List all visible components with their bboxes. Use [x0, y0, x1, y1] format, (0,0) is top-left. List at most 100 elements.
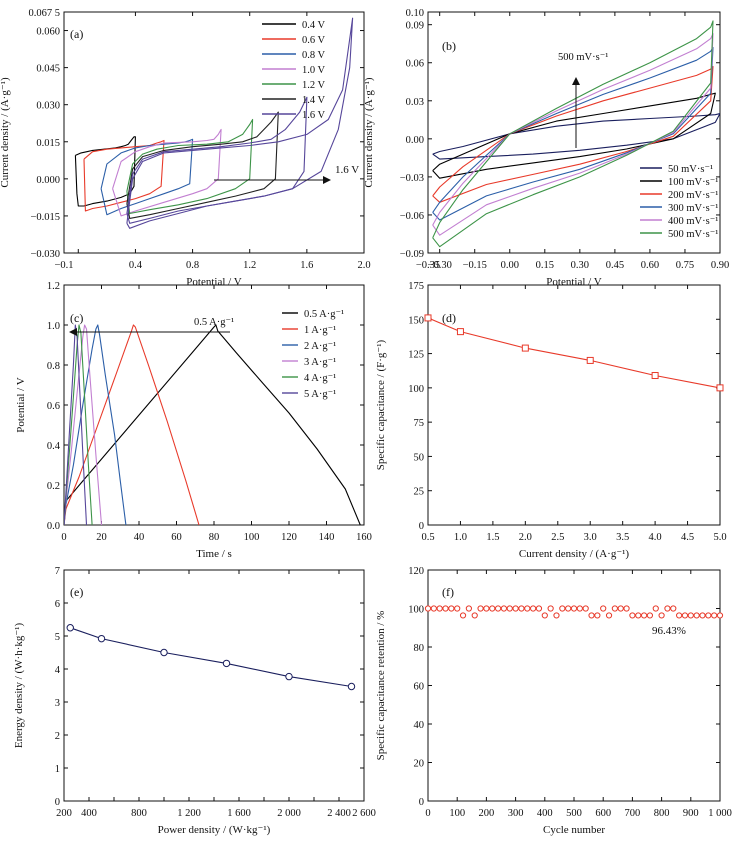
panel-1: −0.35−0.30 −0.15 0.00 0.15 0.30 0.45 0.60 0.75 0… — [363, 8, 729, 288]
x-tick-label: 5.0 — [713, 532, 726, 543]
y-tick-label: 1.0 — [47, 321, 60, 332]
data-point — [588, 612, 595, 619]
data-point — [716, 384, 724, 392]
x-tick-label: 1 200 — [177, 808, 201, 819]
x-tick-label: 200 — [479, 808, 495, 819]
y-tick-label: 0.4 — [47, 441, 61, 452]
data-point — [646, 612, 654, 619]
x-tick-label: 1.6 — [300, 260, 313, 271]
series-group — [70, 627, 352, 688]
plot-frame — [63, 569, 365, 802]
plot-frame — [427, 284, 721, 526]
y-tick-label: 125 — [408, 350, 424, 361]
x-tick-label: −0.1 — [54, 260, 73, 271]
x-tick-label: 400 — [81, 808, 97, 819]
y-tick-label: 60 — [414, 682, 425, 693]
x-tick-label: −0.15 — [463, 260, 487, 271]
y-tick-label: 6 — [55, 599, 60, 610]
x-tick-label: 0.4 — [129, 260, 143, 271]
x-tick-label: 60 — [171, 532, 182, 543]
x-tick-label: 3.0 — [584, 532, 597, 543]
series-line-4 — [126, 118, 254, 215]
x-tick-label: 0 — [61, 532, 66, 543]
x-tick-label: 20 — [96, 532, 107, 543]
plot-frame — [427, 569, 721, 802]
data-point — [565, 605, 572, 612]
data-point — [658, 612, 665, 619]
x-axis-label: Current density / (A·g⁻¹) — [519, 548, 630, 560]
x-tick-label: 0.75 — [676, 260, 694, 271]
x-tick-label: 1 000 — [708, 808, 732, 819]
y-tick-label: 4 — [55, 665, 61, 676]
data-point — [652, 605, 659, 612]
data-point — [559, 605, 566, 612]
x-tick-label: 300 — [508, 808, 524, 819]
legend-label: 200 mV·s⁻¹ — [668, 190, 718, 201]
data-point — [623, 605, 630, 612]
series-group — [432, 20, 720, 248]
data-point — [651, 372, 659, 380]
y-axis-label: Specific capacitance retention / % — [375, 611, 387, 761]
y-tick-label: 7 — [55, 566, 60, 577]
data-point — [66, 624, 74, 632]
y-tick-label: 0.030 — [36, 101, 60, 112]
series-line-7 — [126, 17, 354, 229]
y-tick-label: 5 — [55, 632, 60, 643]
x-tick-label: 500 — [566, 808, 582, 819]
data-point — [512, 605, 519, 612]
y-tick-label: 100 — [408, 605, 424, 616]
annotation-text: 96.43% — [652, 625, 686, 637]
data-point — [489, 605, 496, 612]
data-point — [605, 612, 613, 619]
data-point — [430, 605, 437, 612]
x-tick-label: 100 — [244, 532, 260, 543]
data-point — [518, 605, 525, 612]
y-tick-label: 0.2 — [47, 481, 60, 492]
panel-label: (f) — [442, 585, 454, 599]
x-tick-label: 0.00 — [501, 260, 519, 271]
legend-label: 1.2 V — [302, 80, 326, 91]
legend-label: 100 mV·s⁻¹ — [668, 177, 718, 188]
y-tick-label: 80 — [414, 643, 425, 654]
legend-label: 4 A·g⁻¹ — [304, 373, 336, 384]
data-point — [617, 605, 624, 612]
data-point — [459, 612, 467, 619]
x-tick-label: 140 — [319, 532, 335, 543]
series-group — [64, 324, 361, 525]
data-point — [477, 605, 484, 612]
series-line-2 — [64, 324, 127, 525]
x-tick-label: 0 — [425, 808, 430, 819]
legend-label: 400 mV·s⁻¹ — [668, 216, 718, 227]
series-line-6 — [126, 96, 308, 224]
x-tick-label: 80 — [209, 532, 220, 543]
legend-label: 1 A·g⁻¹ — [304, 325, 336, 336]
data-point — [705, 612, 712, 619]
y-tick-label: 75 — [414, 418, 425, 429]
x-tick-label: 0.60 — [641, 260, 659, 271]
data-point — [483, 605, 490, 612]
data-point — [586, 356, 594, 364]
panel-label: (a) — [70, 27, 83, 41]
data-point — [716, 612, 724, 619]
x-tick-label: 2 000 — [277, 808, 301, 819]
x-tick-label: 0.15 — [536, 260, 554, 271]
data-point — [547, 605, 554, 612]
y-tick-label: 0.000 — [36, 175, 60, 186]
series-line-1 — [64, 324, 200, 525]
series-line-3 — [112, 128, 222, 217]
data-point — [670, 605, 677, 612]
data-point — [541, 612, 548, 619]
x-tick-label: 4.5 — [681, 532, 694, 543]
y-tick-label: 0 — [419, 797, 424, 808]
y-tick-label: 0.10 — [406, 8, 424, 19]
data-point — [681, 612, 689, 619]
y-tick-label: 120 — [408, 566, 424, 577]
legend-label: 300 mV·s⁻¹ — [668, 203, 718, 214]
panel-2: 0 20 40 60 80 100 120 140 160 0.0 0.2 0.4 0.6 0.8 1.0 1… — [15, 281, 372, 560]
legend-label: 0.4 V — [302, 20, 326, 31]
data-point — [699, 612, 706, 619]
data-point — [530, 605, 537, 612]
y-tick-label: 40 — [414, 720, 425, 731]
data-point — [693, 612, 700, 619]
legend-label: 0.6 V — [302, 35, 326, 46]
